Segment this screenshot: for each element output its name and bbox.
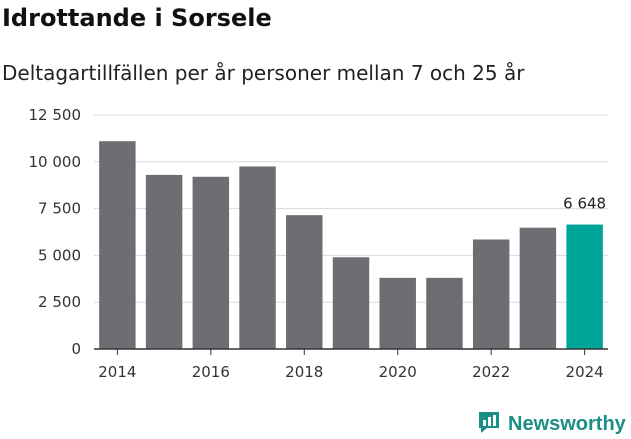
brand-logo: Newsworthy [476,410,626,438]
bar [286,215,323,349]
chart-title: Idrottande i Sorsele [2,4,272,32]
bar [145,174,183,349]
y-tick-label: 5 000 [38,246,81,264]
bar [239,166,276,349]
y-tick-labels: 0 2 500 5 000 7 500 10 000 12 500 [29,106,82,358]
bar [332,257,370,349]
x-tick-label: 2016 [192,363,230,381]
bar [519,227,557,349]
x-tick-label: 2020 [379,363,417,381]
y-tick-label: 12 500 [29,106,82,124]
brand-name: Newsworthy [508,412,626,435]
bar [426,277,463,349]
y-tick-label: 0 [71,340,81,358]
data-label: 6 648 [563,195,606,213]
y-tick-label: 7 500 [38,200,81,218]
x-tick-label: 2022 [472,363,510,381]
bar [379,277,416,349]
x-tick-label: 2014 [98,363,136,381]
bar [99,141,136,349]
bar-chart: 2014 2016 2018 2020 2022 2024 0 2 500 5 000 7 50… [29,106,608,381]
x-tick-label: 2018 [285,363,323,381]
chart-subtitle: Deltagartillfällen per år personer mella… [2,61,525,85]
bars [99,141,603,349]
y-tick-label: 2 500 [38,293,81,311]
y-tick-label: 10 000 [29,153,82,171]
bar [192,176,230,349]
x-ticks: 2014 2016 2018 2020 2022 2024 [98,349,604,381]
data-labels: 6 648 [563,195,606,213]
x-tick-label: 2024 [566,363,604,381]
bar [472,239,510,349]
newsworthy-logo-icon [476,409,502,439]
bar [566,224,603,349]
